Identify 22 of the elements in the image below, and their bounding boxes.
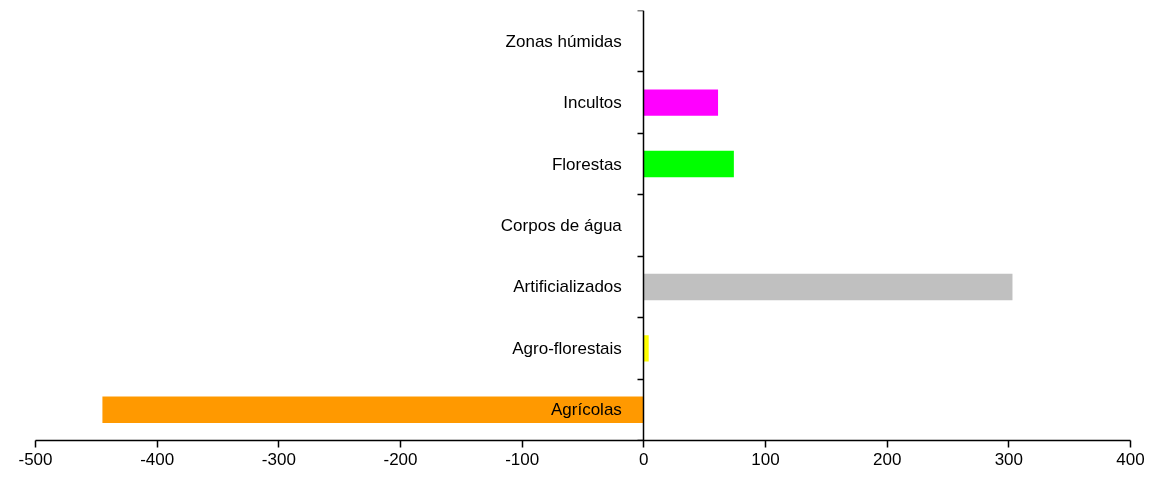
bar [643,273,1013,301]
y-tick-label: Florestas [551,154,622,174]
y-tick-label: Artificializados [513,277,622,297]
x-tick-label: 200 [872,449,902,469]
y-tick-label: Zonas húmidas [505,31,622,51]
y-tick-label: Corpos de água [500,216,623,235]
y-tick-label: Agro-florestais [512,338,622,358]
bar [643,89,719,116]
x-tick-label: -400 [140,449,175,469]
x-tick-label: 300 [994,449,1024,469]
x-tick-label: 0 [639,449,649,469]
x-tick-label: 400 [1116,449,1145,469]
y-tick-label: Incultos [563,93,622,113]
x-tick-label: 100 [751,449,780,469]
x-tick-label: -100 [505,449,540,469]
bar [102,396,644,423]
x-tick-label: -500 [18,449,53,469]
y-tick-label: Agrícolas [550,400,622,420]
x-tick-label: -200 [383,449,418,469]
bar [643,150,734,178]
x-tick-label: -300 [261,449,296,469]
bar [643,335,649,362]
